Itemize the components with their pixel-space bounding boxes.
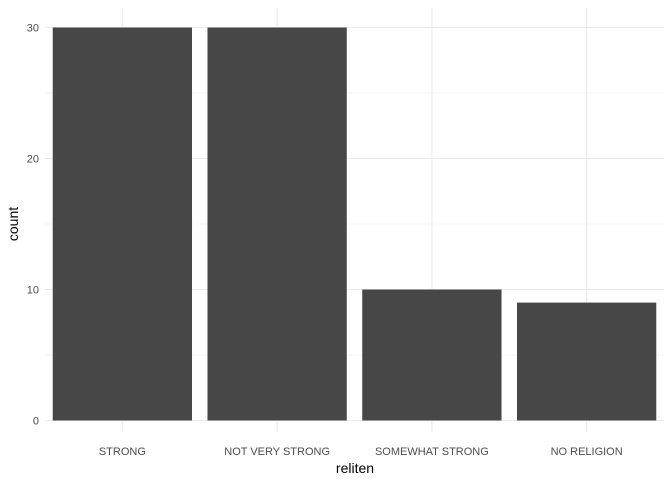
- bars-group: [52, 27, 657, 421]
- bar: [207, 27, 347, 421]
- y-tick-label: 0: [33, 416, 39, 428]
- x-axis-title: reliten: [336, 460, 374, 476]
- x-tick-label: NOT VERY STRONG: [224, 446, 330, 458]
- y-tick-label: 30: [27, 23, 39, 35]
- y-tick-labels: 0 10 20 30: [27, 23, 39, 428]
- x-tick-label: STRONG: [99, 446, 146, 458]
- bar: [52, 27, 193, 421]
- bar: [516, 302, 657, 421]
- y-tick-label: 20: [27, 154, 39, 166]
- y-axis-title: count: [5, 207, 21, 241]
- x-tick-label: NO RELIGION: [551, 446, 623, 458]
- bar: [362, 289, 502, 421]
- y-tick-label: 10: [27, 285, 39, 297]
- x-tick-label: SOMEWHAT STRONG: [375, 446, 489, 458]
- x-tick-labels: STRONG NOT VERY STRONG SOMEWHAT STRONG NO R…: [99, 446, 623, 458]
